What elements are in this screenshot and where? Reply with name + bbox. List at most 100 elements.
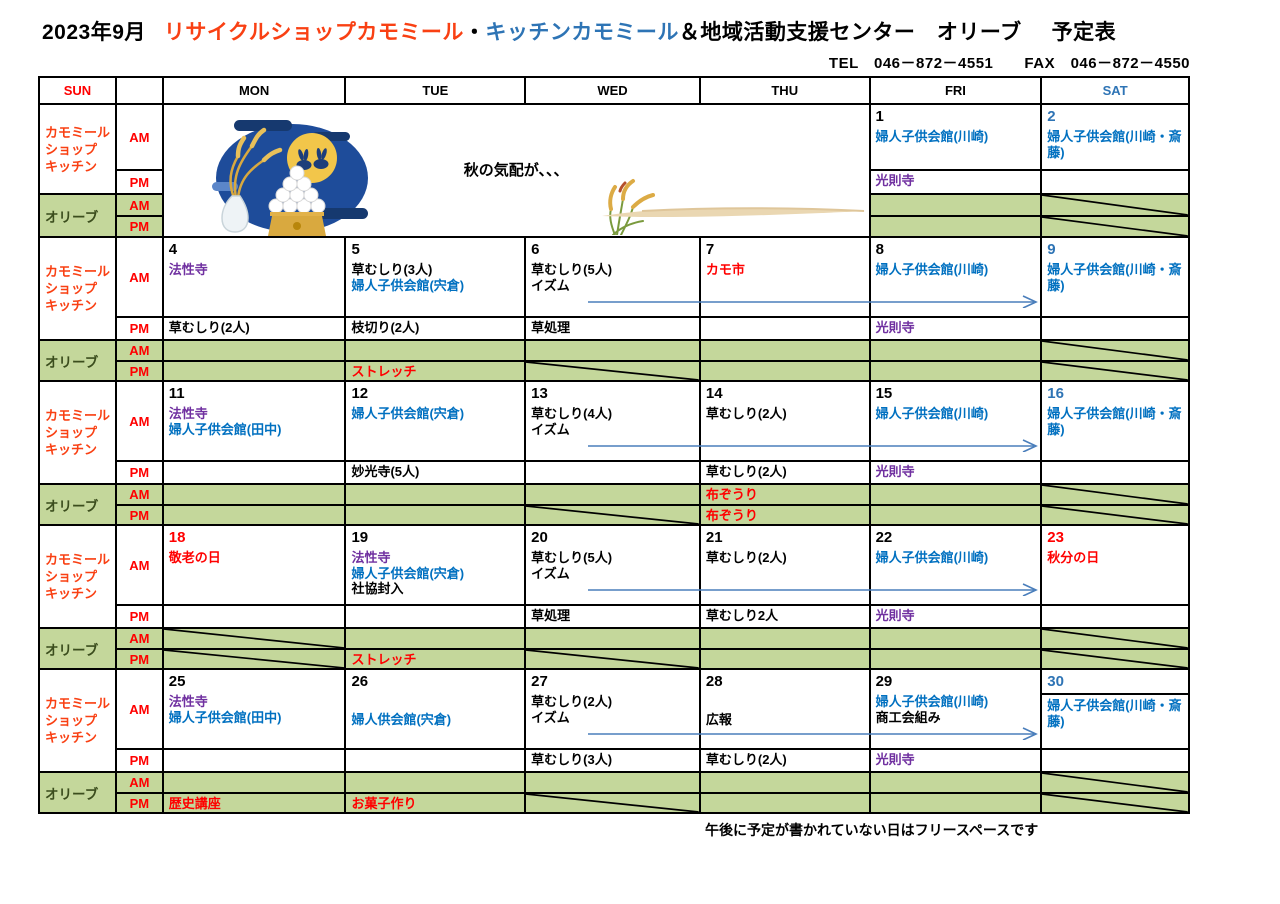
week-label-column: カモミール ショップ キッチン オリーブ [40,105,117,238]
day-column-20: 20 草むしり(5人) イズム 草処理 [526,526,701,670]
day-column-23: 23 秋分の日 [1042,526,1191,670]
day-23-olive-am-cell [1042,629,1191,650]
day-18-olive-am-cell [163,629,347,650]
day-30-am-cell: 30 婦人子供会館(川崎・斎藤) [1042,670,1191,750]
ampm-column: AM PM AM PM [116,382,164,526]
schedule-entry: 婦人子供会館(宍倉) [351,565,465,581]
day-number-27: 27 [531,673,548,690]
day-6-olive-am-cell [526,341,701,362]
row-label-line: ショップ [45,141,98,157]
am-label: AM [116,670,164,750]
day-22-am-cell: 22 婦人子供会館(川崎) [870,526,1043,606]
am-label: AM [116,382,164,462]
day-15-pm-cell: 光則寺 [870,462,1043,485]
schedule-entry: 草むしり(5人) [531,550,613,565]
schedule-entry: 商工会組み [875,709,941,725]
day-1-olive-pm-cell [870,217,1043,238]
day-5-am-cell: 5 草むしり(3人) 婦人子供会館(宍倉) [346,238,527,318]
day-15-olive-am-cell [870,485,1043,506]
day-28-olive-am-cell [700,773,871,794]
schedule-entry: 草むしり(4人) [531,406,613,421]
day-column-28: 28 広報 草むしり(2人) [700,670,871,814]
day-number-16: 16 [1047,385,1064,402]
day-number-7: 7 [705,241,715,258]
row-label-line: カモミール [45,696,111,711]
day-22-olive-pm-cell [870,650,1043,670]
day-15-pm-entries: 光則寺 [871,462,1041,479]
day-column-12: 12 婦人子供会館(宍倉) 妙光寺(5人) [346,382,527,526]
day-26-pm-cell [346,750,527,773]
day-9-olive-pm-cell [1042,362,1191,382]
day-12-pm-cell: 妙光寺(5人) [346,462,527,485]
schedule-entry: 法性寺 [168,406,208,421]
day-28-am-entries: 広報 [701,691,869,728]
day-28-olive-pm-cell [700,794,871,814]
day-19-pm-cell [346,606,527,629]
row-label-olive: オリーブ [40,773,117,814]
day-6-olive-pm-cell [526,362,701,382]
day-29-pm-entries: 光則寺 [871,750,1041,767]
calendar-header-row: SUN MON TUE WED THU FRI SAT [40,78,1191,105]
day-4-pm-entries: 草むしり(2人) [164,318,345,335]
day-21-pm-cell: 草むしり2人 [700,606,871,629]
day-number-12: 12 [351,385,369,402]
row-label-olive: オリーブ [40,195,117,238]
day-4-olive-am-cell [163,341,347,362]
row-label-olive: オリーブ [40,485,117,526]
week-row-5: カモミール ショップ キッチン オリーブ AM PM AM PM 25 法性寺 婦人子供会館(田中)… [40,670,1191,814]
row-label-chamomile-shop-kitchen: カモミール ショップ キッチン [40,670,117,773]
day-20-pm-cell: 草処理 [526,606,701,629]
schedule-entry: 法性寺 [351,550,391,565]
day-number-11: 11 [168,385,185,402]
day-5-pm-cell: 枝切り(2人) [346,318,527,341]
row-label-olive: オリーブ [40,629,117,670]
day-column-14: 14 草むしり(2人) 草むしり(2人) 布ぞうり 布ぞうり [700,382,871,526]
day-11-am-cell: 11 法性寺 婦人子供会館(田中) [163,382,347,462]
schedule-entry: 光則寺 [875,464,915,479]
day-number-30: 30 [1042,670,1189,695]
olive-activity-entry: 歴史講座 [168,796,221,811]
row-label-line: キッチン [45,442,98,457]
day-27-olive-am-cell [526,773,701,794]
olive-activity-entry: 布ぞうり [705,487,758,502]
day-11-pm-cell [163,462,347,485]
shop-name-recycle: リサイクルショップカモミール [163,21,464,44]
day-28-pm-entries: 草むしり(2人) [701,750,869,767]
crossed-out-diagonal [164,650,345,668]
ampm-column: AM PM AM PM [116,238,164,382]
schedule-entry: 婦人子供会館(川崎) [875,694,989,709]
crossed-out-diagonal [1042,485,1188,504]
day-18-am-cell: 18 敬老の日 [163,526,347,606]
olive-pm-label: PM [116,506,164,526]
day-number-15: 15 [875,385,893,402]
schedule-entry: 草むしり(2人) [705,464,787,479]
row-label-line: キッチン [45,298,98,313]
day-number-25: 25 [168,673,186,690]
olive-am-label: AM [116,629,164,650]
olive-activity-entry: ストレッチ [351,652,417,667]
day-7-olive-pm-cell [700,362,871,382]
day-20-olive-am-cell [526,629,701,650]
row-label-line: ショップ [45,425,98,440]
day-27-am-cell: 27 草むしり(2人) イズム [526,670,701,750]
day-26-am-cell: 26 婦人供会館(宍倉) [346,670,527,750]
day-6-am-cell: 6 草むしり(5人) イズム [526,238,701,318]
pm-label: PM [116,171,164,195]
header-tue: TUE [346,78,527,105]
schedule-entry: 社協封入 [351,581,404,596]
schedule-entry: 草むしり(2人) [705,406,787,421]
day-25-am-cell: 25 法性寺 婦人子供会館(田中) [163,670,347,750]
day-16-am-entries: 婦人子供会館(川崎・斎藤) [1042,403,1188,437]
schedule-entry: 草むしり(3人) [351,262,433,277]
am-label: AM [116,105,164,171]
day-19-am-cell: 19 法性寺 婦人子供会館(宍倉) 社協封入 [346,526,527,606]
day-30-am-entries: 婦人子供会館(川崎・斎藤) [1042,695,1188,729]
beige-brush-stroke-illustration [601,207,866,218]
day-12-olive-pm-cell [346,506,527,526]
day-14-am-cell: 14 草むしり(2人) [700,382,871,462]
day-2-olive-am-cell [1042,195,1190,217]
day-29-am-entries: 婦人子供会館(川崎) 商工会組み [871,691,1041,725]
day-2-am-cell: 2 婦人子供会館(川崎・斎藤) [1042,105,1190,171]
day-14-pm-entries: 草むしり(2人) [701,462,869,479]
schedule-entry: イズム [531,709,570,725]
